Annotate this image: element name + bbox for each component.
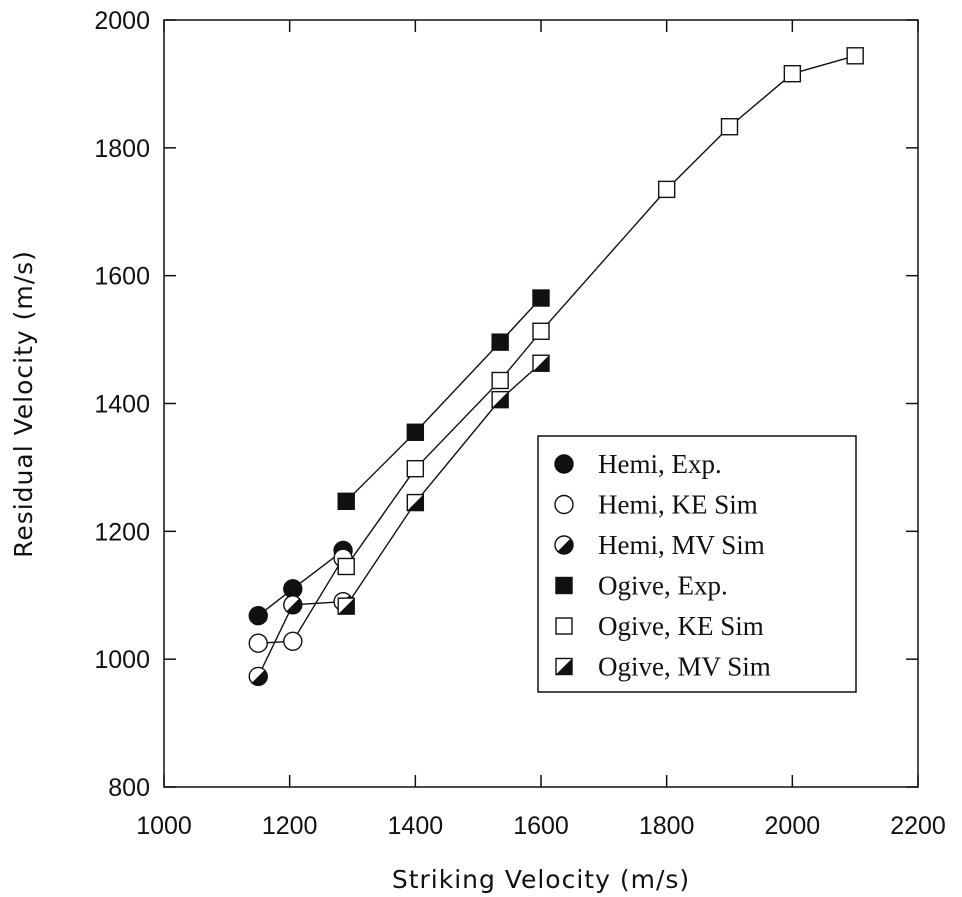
data-point-ogive-ke-sim — [720, 118, 739, 136]
legend-marker-ogive-ke-sim — [555, 617, 573, 635]
data-point-ogive-exp — [532, 289, 550, 307]
data-point-ogive-ke-sim — [657, 180, 676, 199]
x-tick-label: 2000 — [765, 812, 821, 840]
data-point-ogive-mv-sim — [406, 493, 425, 512]
series-markers — [248, 47, 864, 687]
data-point-ogive-ke-sim — [406, 459, 425, 478]
x-tick-label: 1600 — [513, 812, 569, 840]
legend-label-hemi-ke-sim: Hemi, KE Sim — [598, 490, 758, 520]
series-line-ogive-mv-sim — [345, 362, 542, 607]
data-point-hemi-mv-sim — [248, 666, 268, 687]
data-point-ogive-ke-sim — [337, 557, 355, 576]
y-axis-title: Residual Velocity (m/s) — [9, 250, 38, 558]
series-lines — [257, 55, 856, 677]
y-tick-label: 1800 — [94, 135, 150, 163]
x-tick-label: 1000 — [136, 812, 192, 840]
legend-label-ogive-mv-sim: Ogive, MV Sim — [598, 652, 771, 682]
y-tick-label: 1400 — [94, 391, 150, 419]
series-line-ogive-exp — [345, 297, 542, 502]
y-tick-label: 1000 — [94, 646, 150, 674]
y-tick-labels: 800 1000 1200 1400 1600 1800 2000 — [94, 7, 150, 802]
data-point-ogive-ke-sim — [783, 64, 802, 83]
x-tick-labels: 1000 1200 1400 1600 1800 2000 2200 — [136, 812, 946, 840]
legend-label-ogive-exp: Ogive, Exp. — [598, 571, 728, 601]
data-point-ogive-mv-sim — [532, 354, 550, 372]
legend-label-hemi-mv-sim: Hemi, MV Sim — [598, 530, 765, 560]
data-point-hemi-mv-sim — [283, 595, 303, 615]
axis-ticks — [163, 19, 919, 788]
data-point-hemi-ke-sim — [248, 633, 268, 653]
data-point-ogive-ke-sim — [491, 371, 509, 390]
y-tick-label: 800 — [108, 774, 150, 802]
legend-marker-ogive-mv-sim — [555, 657, 573, 676]
legend-marker-ogive-exp — [555, 576, 573, 595]
data-point-ogive-ke-sim — [532, 322, 550, 340]
y-tick-label: 1600 — [94, 263, 150, 291]
legend-marker-hemi-mv-sim — [554, 535, 574, 555]
x-tick-label: 1400 — [388, 812, 444, 840]
legend-label-ogive-ke-sim: Ogive, KE Sim — [598, 611, 764, 641]
x-tick-label: 1200 — [262, 812, 318, 840]
legend-label-hemi-exp: Hemi, Exp. — [598, 449, 722, 479]
data-point-ogive-mv-sim — [337, 597, 355, 615]
data-point-hemi-ke-sim — [283, 631, 303, 651]
data-point-ogive-exp — [491, 333, 509, 351]
legend-marker-hemi-exp — [554, 454, 574, 474]
series-line-ogive-ke-sim — [345, 55, 856, 567]
x-tick-label: 1800 — [639, 812, 695, 840]
data-point-ogive-exp — [337, 492, 355, 510]
y-tick-label: 2000 — [94, 7, 150, 35]
x-tick-label: 2200 — [890, 812, 946, 840]
x-axis-title: Striking Velocity (m/s) — [392, 865, 690, 894]
legend: Hemi, Exp. Hemi, KE Sim Hemi, MV Sim Ogive,… — [537, 435, 857, 693]
data-point-ogive-ke-sim — [846, 47, 864, 65]
legend-marker-hemi-ke-sim — [554, 494, 574, 515]
y-tick-label: 1200 — [94, 518, 150, 546]
legend-box — [537, 435, 857, 693]
data-point-ogive-exp — [406, 423, 425, 441]
data-point-hemi-exp — [248, 606, 268, 626]
data-point-ogive-mv-sim — [491, 390, 509, 409]
